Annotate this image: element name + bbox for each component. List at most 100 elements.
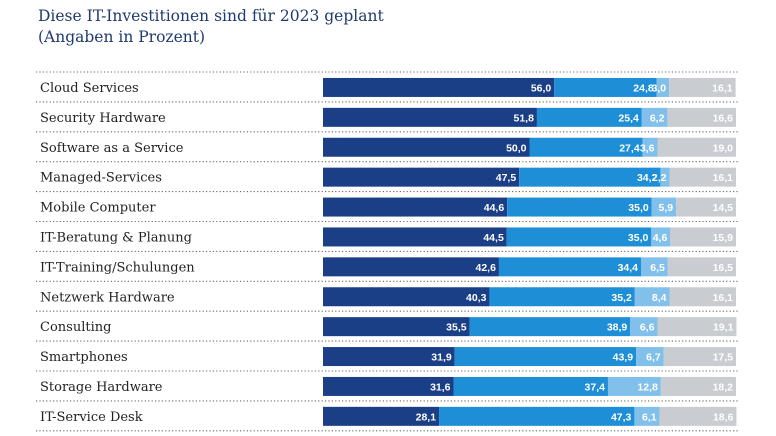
data-label: 27,4 (619, 142, 640, 154)
category-label: Cloud Services (40, 81, 139, 96)
data-label: 16,1 (713, 292, 734, 304)
bar-segment-1 (323, 107, 537, 127)
data-label: 17,5 (713, 352, 734, 364)
bar-segment-4 (660, 376, 736, 396)
data-label: 19,1 (713, 322, 734, 334)
bar-segment-4 (667, 257, 736, 277)
bar-segment-2 (439, 406, 635, 426)
bar-segment-3 (607, 376, 661, 396)
data-label: 12,8 (637, 381, 658, 393)
data-label: 6,7 (646, 352, 661, 364)
data-label: 6,5 (650, 262, 665, 274)
data-label: 18,6 (713, 411, 734, 423)
bar-segment-1 (323, 227, 507, 247)
bar-segment-3 (651, 197, 677, 217)
category-label: IT-Training/Schulungen (40, 260, 195, 275)
bar-segment-4 (676, 197, 736, 217)
bar-segment-1 (323, 376, 454, 396)
data-label: 6,2 (650, 112, 665, 124)
category-label: Consulting (40, 320, 111, 335)
data-label: 47,3 (611, 411, 632, 423)
data-label: 56,0 (531, 82, 552, 94)
bar-segment-3 (634, 287, 670, 307)
data-label: 40,3 (466, 292, 487, 304)
data-label: 19,0 (713, 142, 734, 154)
bar-segment-1 (323, 347, 455, 367)
data-label: 47,5 (496, 172, 517, 184)
bar-segment-2 (554, 77, 657, 97)
category-label: Smartphones (40, 350, 128, 365)
data-label: 35,5 (446, 322, 467, 334)
category-label: Storage Hardware (40, 380, 163, 395)
category-label: Managed-Services (40, 171, 162, 186)
chart-title-line1: Diese IT-Investitionen sind für 2023 gep… (38, 7, 384, 25)
chart-subtitle: (Angaben in Prozent) (38, 28, 206, 46)
bar-segment-2 (498, 257, 642, 277)
bar-segment-4 (669, 287, 736, 307)
bar-segment-3 (636, 347, 664, 367)
data-label: 16,6 (713, 112, 734, 124)
bar-segment-3 (642, 137, 658, 157)
data-label: 16,5 (713, 262, 734, 274)
bar-segment-2 (454, 347, 637, 367)
data-label: 44,5 (483, 232, 504, 244)
bar-segment-1 (323, 137, 530, 157)
data-label: 35,0 (628, 202, 649, 214)
bar-segment-1 (323, 77, 555, 97)
data-label: 3,6 (640, 142, 655, 154)
data-label: 5,9 (659, 202, 674, 214)
data-label: 3,0 (651, 82, 666, 94)
data-label: 35,2 (611, 292, 632, 304)
bar-segment-4 (657, 317, 737, 337)
data-label: 44,6 (484, 202, 505, 214)
bar-segment-2 (453, 376, 608, 396)
bar-segment-3 (651, 227, 671, 247)
bar-segment-1 (323, 287, 490, 307)
data-label: 6,1 (642, 411, 657, 423)
data-label: 25,4 (618, 112, 639, 124)
category-label: Security Hardware (40, 111, 166, 126)
bar-segment-3 (641, 257, 668, 277)
bar-segment-2 (469, 317, 631, 337)
bar-segment-1 (323, 197, 508, 217)
bar-segment-4 (657, 137, 736, 157)
data-label: 8,4 (652, 292, 667, 304)
category-label: Netzwerk Hardware (40, 290, 175, 305)
data-label: 14,5 (713, 202, 734, 214)
bar-segment-3 (634, 406, 660, 426)
data-label: 34,2 (637, 172, 658, 184)
data-label: 6,6 (640, 322, 655, 334)
bar-segment-4 (670, 227, 736, 247)
category-label: IT-Service Desk (40, 410, 143, 425)
data-label: 35,0 (628, 232, 649, 244)
bar-segment-1 (323, 406, 440, 426)
data-label: 2,2 (652, 172, 667, 184)
category-label: Mobile Computer (40, 201, 156, 216)
bar-segment-1 (323, 167, 520, 187)
bar-segment-3 (630, 317, 658, 337)
data-label: 24,8 (633, 82, 654, 94)
data-label: 31,6 (430, 381, 451, 393)
bar-segment-2 (519, 167, 661, 187)
bar-segment-3 (641, 107, 668, 127)
data-label: 38,9 (607, 322, 628, 334)
bar-segment-4 (663, 347, 736, 367)
bar-segment-1 (323, 317, 470, 337)
bar-segment-2 (507, 197, 652, 217)
data-label: 50,0 (506, 142, 527, 154)
bar-segment-2 (536, 107, 642, 127)
data-label: 31,9 (431, 352, 452, 364)
data-label: 18,2 (713, 381, 734, 393)
category-label: Software as a Service (40, 141, 184, 156)
data-label: 42,6 (476, 262, 497, 274)
bar-segment-3 (660, 167, 670, 187)
bar-segment-2 (506, 227, 652, 247)
chart-title: Diese IT-Investitionen sind für 2023 gep… (38, 6, 384, 48)
data-label: 34,4 (618, 262, 639, 274)
bar-segment-1 (323, 257, 499, 277)
bar-segment-3 (656, 77, 670, 97)
bar-segment-4 (669, 167, 736, 187)
category-label: IT-Beratung & Planung (40, 230, 192, 245)
bar-segment-4 (667, 107, 736, 127)
